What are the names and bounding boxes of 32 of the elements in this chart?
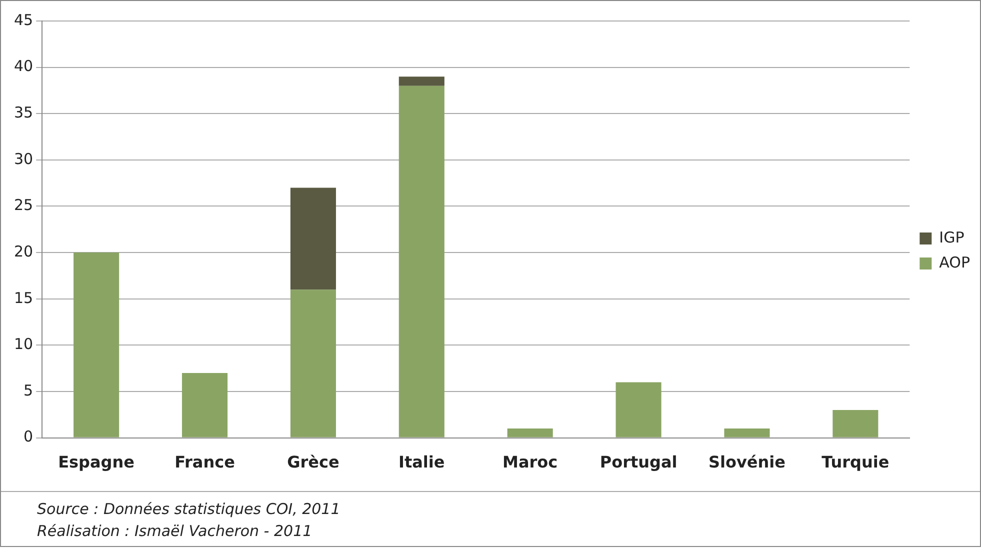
bar (507, 428, 553, 438)
bar (398, 76, 444, 86)
y-tick-label: 40 (14, 57, 34, 76)
legend-label: IGP (939, 228, 964, 246)
bar (398, 86, 444, 438)
y-tick-label: 45 (14, 10, 34, 29)
y-tick-label: 25 (14, 196, 34, 214)
x-tick-label: Turquie (822, 452, 890, 472)
bar (832, 410, 878, 438)
y-tick-label: 30 (14, 150, 34, 168)
y-tick-label: 35 (14, 104, 34, 122)
x-tick-label: Grèce (287, 452, 340, 472)
x-tick-label: Maroc (502, 452, 558, 472)
x-tick-label: France (174, 452, 236, 472)
x-tick-label: Slovénie (708, 452, 786, 472)
legend-label: AOP (939, 253, 970, 272)
bar (616, 382, 662, 438)
y-tick-label: 20 (14, 242, 34, 260)
bar (290, 188, 336, 290)
x-tick-label: Portugal (600, 452, 678, 472)
y-tick-label: 5 (24, 381, 34, 400)
bar (724, 428, 770, 438)
y-tick-label: 10 (14, 335, 34, 354)
bar (182, 372, 228, 438)
y-tick-label: 0 (24, 428, 34, 446)
x-tick-label: Espagne (58, 452, 135, 472)
source-note: Source : Données statistiques COI, 2011 (37, 499, 342, 520)
y-tick-label: 15 (14, 288, 34, 307)
bar (290, 290, 336, 438)
bar (74, 252, 120, 438)
x-tick-label: Italie (398, 452, 445, 472)
text: Réalisation : Ismaël Vacheron - 2011 (37, 521, 314, 542)
